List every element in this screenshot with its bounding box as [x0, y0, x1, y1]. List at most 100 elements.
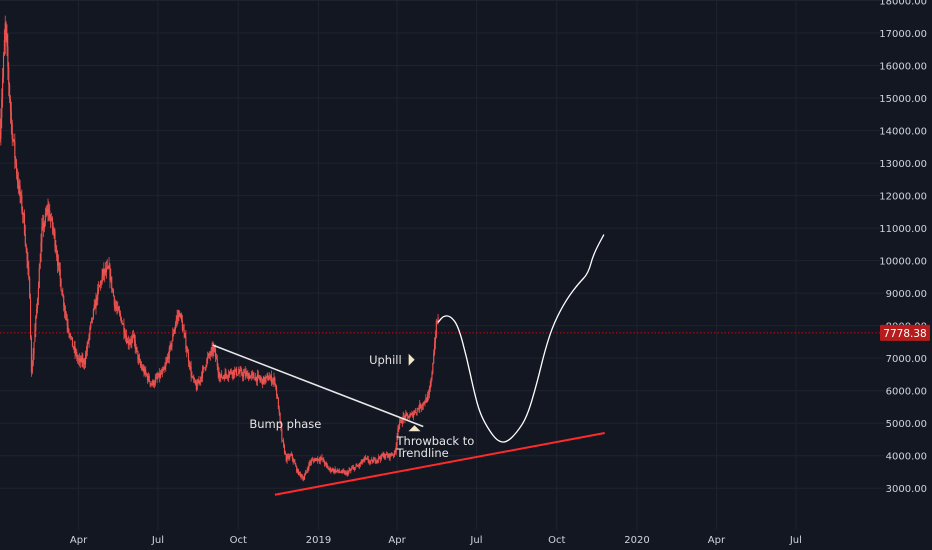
candle-body [120, 316, 122, 323]
candle-body [148, 375, 150, 382]
candle-body [258, 375, 260, 379]
candle-body [336, 470, 338, 472]
candle-body [230, 370, 232, 374]
candle-body [73, 346, 75, 349]
y-tick-label: 4000.00 [886, 452, 927, 463]
candle-body [432, 363, 434, 373]
candle-body [198, 380, 200, 384]
candle-body [172, 333, 174, 341]
candle-body [325, 463, 327, 465]
candle-body [155, 376, 157, 379]
candle-body [437, 317, 439, 323]
x-tick-label: Oct [548, 535, 565, 546]
candle-body [435, 321, 437, 338]
candle-body [348, 470, 350, 472]
candle-body [241, 370, 243, 375]
candle-body [323, 458, 325, 463]
candle-body [233, 370, 235, 375]
support-trendline [274, 431, 605, 496]
candle-body [36, 299, 39, 309]
y-tick-label: 7000.00 [886, 354, 927, 365]
candle-body [126, 340, 128, 343]
candle-body [47, 208, 49, 212]
candle-body [355, 465, 357, 467]
candle-body [237, 372, 239, 375]
candle-body [226, 374, 228, 377]
y-tick-label: 13000.00 [879, 159, 927, 170]
candle-body [263, 377, 265, 383]
candle-body [426, 398, 428, 402]
candle-body [107, 266, 109, 269]
y-tick-label: 6000.00 [886, 387, 927, 398]
candle-body [297, 470, 299, 475]
candle-body [94, 304, 96, 309]
candle-body [124, 333, 126, 337]
candle-body [379, 456, 381, 459]
candle-body [317, 458, 319, 461]
candle-body [153, 383, 156, 386]
candle-body [79, 358, 81, 362]
candle-body [183, 330, 185, 334]
candle-body [151, 383, 153, 385]
candle-body [280, 421, 282, 430]
candle-body [420, 406, 423, 408]
candle-body [358, 465, 360, 467]
candle-body [333, 469, 335, 472]
candle-body [6, 34, 8, 47]
candle-body [264, 378, 266, 383]
candle-body [412, 412, 414, 417]
candle-body [378, 456, 380, 460]
candle-body [159, 373, 161, 378]
candle-body [265, 376, 267, 379]
candle-body [29, 278, 31, 299]
candle-body [269, 375, 272, 378]
candle-body [232, 370, 234, 375]
candle-body [146, 375, 149, 381]
candle-body [222, 376, 224, 378]
candle-body [262, 378, 264, 385]
candle-body [386, 453, 388, 455]
candle-body [239, 370, 241, 373]
candle-body [342, 470, 344, 472]
candle-body [216, 359, 218, 367]
current-price-label: 7778.38 [883, 328, 926, 340]
candle-body [33, 342, 35, 354]
candle-body [331, 469, 334, 471]
candle-body [350, 469, 352, 471]
candle-body [245, 373, 247, 376]
candle-body [125, 336, 127, 338]
candle-body [416, 408, 418, 413]
x-tick-label: Jul [789, 535, 802, 546]
candle-body [14, 141, 16, 158]
candle-body [364, 457, 366, 460]
candle-body [7, 46, 9, 67]
candle-body [188, 362, 190, 367]
candle-body [140, 365, 142, 368]
candle-body [344, 471, 346, 475]
candle-body [413, 413, 415, 417]
price-axis[interactable]: 3000.004000.005000.006000.007000.008000.… [879, 0, 930, 495]
candle-body [286, 456, 288, 461]
candle-body [227, 376, 229, 378]
candle-body [78, 358, 80, 361]
candle-body [228, 375, 230, 377]
candle-body [108, 265, 110, 269]
candle-body [86, 342, 88, 352]
candle-body [115, 306, 117, 308]
candle-body [72, 346, 74, 349]
candle-body [161, 370, 163, 374]
candle-body [365, 457, 367, 459]
candle-body [388, 453, 390, 458]
time-axis[interactable]: Apr Jul Oct 2019 Apr Jul Oct 2020 Apr Jul [70, 535, 802, 546]
candle-body [52, 227, 54, 231]
candle-body [194, 380, 197, 385]
candle-body [82, 359, 84, 363]
candle-body [187, 352, 190, 363]
candle-body [211, 347, 213, 350]
candle-body [372, 459, 375, 463]
candle-body [273, 378, 275, 380]
candle-body [1, 98, 3, 119]
candle-body [361, 459, 363, 463]
candle-body [130, 342, 132, 343]
